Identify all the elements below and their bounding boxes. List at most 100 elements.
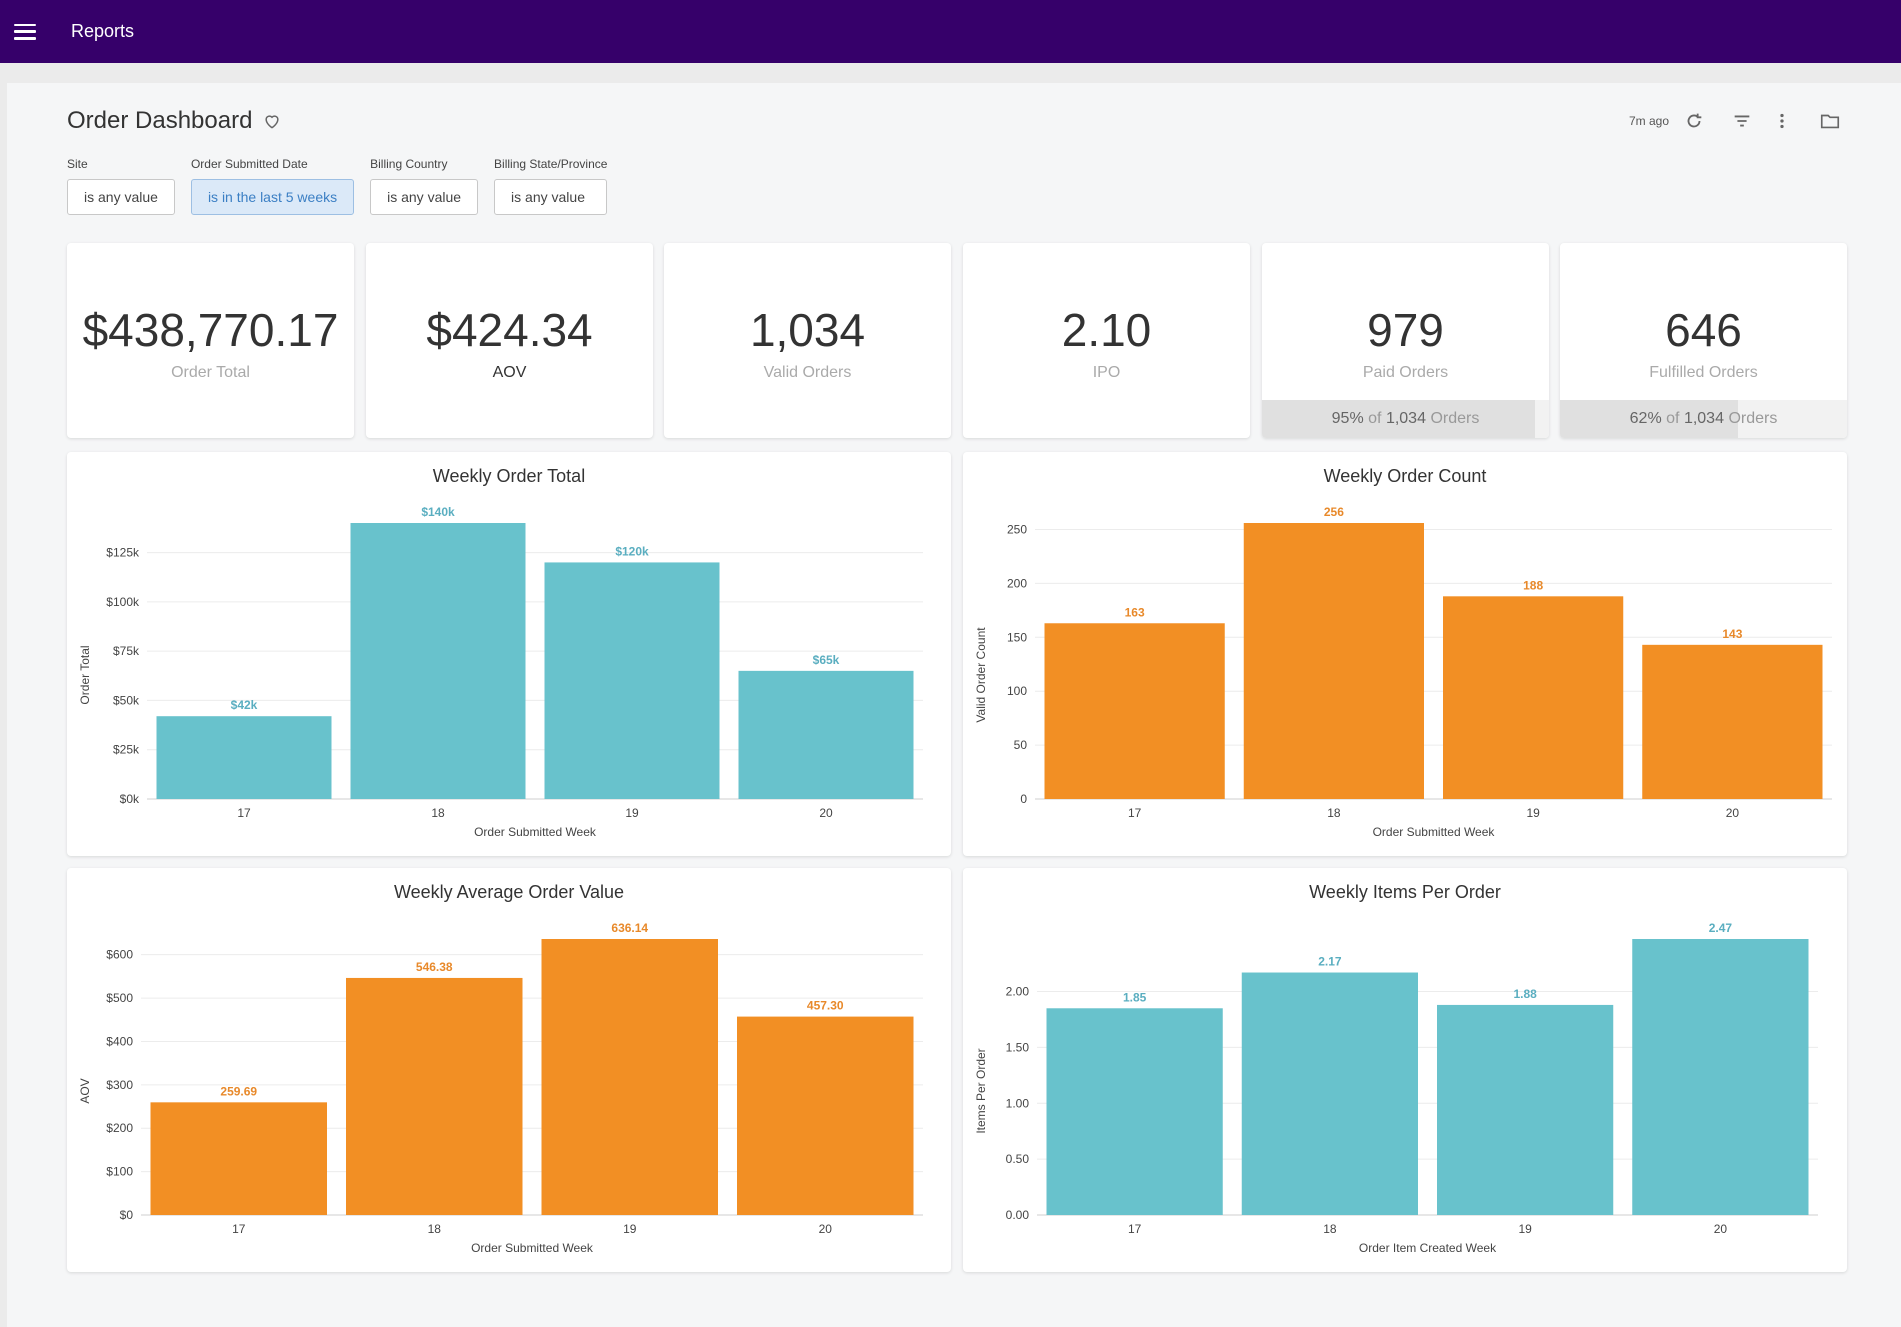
app-title: Reports xyxy=(71,21,135,41)
bar[interactable] xyxy=(1642,644,1823,799)
bar[interactable] xyxy=(541,939,719,1215)
data-label: 256 xyxy=(1324,505,1344,519)
filter-label: Billing Country xyxy=(370,157,448,171)
x-tick-label: 17 xyxy=(232,1222,246,1236)
kpi-ipo[interactable]: 2.10 IPO xyxy=(963,243,1250,438)
kpi-label: Order Total xyxy=(171,364,250,381)
x-tick-label: 17 xyxy=(1128,806,1142,820)
chart-weekly-order-count[interactable]: Weekly Order Count 0 50 100 150 200 250 163 17 2… xyxy=(963,452,1847,856)
bar[interactable] xyxy=(737,1016,914,1215)
last-updated-text: 7m ago xyxy=(1628,114,1669,128)
filter-label: Order Submitted Date xyxy=(190,157,308,171)
filter-site-button[interactable]: is any value xyxy=(67,179,175,215)
y-tick-label: 200 xyxy=(1007,576,1027,590)
bar[interactable] xyxy=(350,523,526,799)
top-app-bar: Reports xyxy=(0,0,1901,63)
chart-weekly-items-per-order[interactable]: Weekly Items Per Order 0.00 0.50 1.00 1.50 2… xyxy=(963,868,1847,1272)
filter-icon[interactable] xyxy=(1731,110,1753,132)
data-label: 457.30 xyxy=(807,999,844,1013)
chart-weekly-order-total[interactable]: Weekly Order Total $0k $25k $50k $75k $100k $… xyxy=(67,452,951,856)
y-tick-label: 250 xyxy=(1007,522,1027,536)
y-axis-label: AOV xyxy=(78,1078,92,1103)
y-tick-label: $500 xyxy=(106,991,133,1005)
bar[interactable] xyxy=(1632,939,1809,1215)
kpi-order-total[interactable]: $438,770.17 Order Total xyxy=(67,243,354,438)
filter-billing-country: Billing Country is any value xyxy=(370,157,479,215)
data-label: 1.85 xyxy=(1123,990,1147,1004)
data-label: $65k xyxy=(813,653,840,667)
kpi-comparison-total: 1,034 xyxy=(1683,410,1724,427)
kpi-paid-orders[interactable]: 979 Paid Orders 95% of 1,034 Orders xyxy=(1262,243,1549,438)
x-tick-label: 18 xyxy=(428,1222,442,1236)
chart-title: Weekly Items Per Order xyxy=(1309,882,1501,902)
kpi-aov[interactable]: $424.34 AOV xyxy=(366,243,653,438)
x-tick-label: 20 xyxy=(1726,806,1740,820)
x-tick-label: 20 xyxy=(819,1222,833,1236)
favorite-heart-icon[interactable] xyxy=(262,111,282,131)
data-label: $140k xyxy=(421,505,455,519)
chart-weekly-aov[interactable]: Weekly Average Order Value $0 $100 $200 $30… xyxy=(67,868,951,1272)
y-axis-label: Valid Order Count xyxy=(974,627,988,723)
y-axis-label: Order Total xyxy=(78,645,92,704)
x-tick-label: 18 xyxy=(431,806,445,820)
chart-title: Weekly Order Count xyxy=(1323,466,1487,486)
bar[interactable] xyxy=(150,1102,328,1215)
kpi-label: Paid Orders xyxy=(1362,364,1449,381)
x-tick-label: 18 xyxy=(1323,1222,1337,1236)
bar[interactable] xyxy=(1243,523,1424,799)
kpi-value: $438,770.17 xyxy=(82,304,339,356)
bar-chart: $0 $100 $200 $300 $400 $500 $600 259.69 17 546.38… xyxy=(78,921,923,1255)
page-title: Order Dashboard xyxy=(67,107,253,134)
filter-billing-state-button[interactable]: is any value xyxy=(494,179,608,215)
kpi-comparison-bar: 62% of 1,034 Orders xyxy=(1560,400,1847,438)
data-label: 2.17 xyxy=(1318,955,1342,969)
more-vertical-icon[interactable] xyxy=(1771,110,1793,132)
bar[interactable] xyxy=(1044,623,1225,799)
kpi-comparison-of: of xyxy=(1666,410,1680,427)
bar[interactable] xyxy=(1241,972,1418,1215)
y-tick-label: $100 xyxy=(106,1165,133,1179)
y-tick-label: $400 xyxy=(106,1034,133,1048)
bar[interactable] xyxy=(1443,596,1624,799)
refresh-icon[interactable] xyxy=(1683,110,1705,132)
y-tick-label: $300 xyxy=(106,1078,133,1092)
folder-icon[interactable] xyxy=(1819,110,1841,132)
kpi-valid-orders[interactable]: 1,034 Valid Orders xyxy=(664,243,951,438)
kpi-value: 979 xyxy=(1367,304,1444,356)
x-tick-label: 19 xyxy=(625,806,639,820)
x-axis-label: Order Submitted Week xyxy=(474,825,597,839)
kpi-comparison-percent: 62% xyxy=(1629,410,1662,427)
kpi-progress-fill xyxy=(1262,400,1535,438)
chart-title: Weekly Average Order Value xyxy=(393,882,625,902)
bar[interactable] xyxy=(544,562,720,799)
bar[interactable] xyxy=(346,977,523,1215)
x-axis-label: Order Item Created Week xyxy=(1359,1241,1497,1255)
y-tick-label: $0k xyxy=(120,792,140,806)
kpi-value: $424.34 xyxy=(426,304,593,356)
filter-order-date-button[interactable]: is in the last 5 weeks xyxy=(190,179,355,215)
y-tick-label: $50k xyxy=(113,693,140,707)
bar[interactable] xyxy=(738,670,914,799)
y-tick-label: 1.00 xyxy=(1006,1096,1030,1110)
x-tick-label: 20 xyxy=(1714,1222,1728,1236)
x-tick-label: 19 xyxy=(1526,806,1540,820)
filter-bar: Site is any value Order Submitted Date i… xyxy=(67,157,608,215)
filter-order-submitted-date: Order Submitted Date is in the last 5 we… xyxy=(190,157,355,215)
dashboard-toolbar: 7m ago xyxy=(1629,110,1841,132)
data-label: 546.38 xyxy=(416,960,453,974)
filter-label: Billing State/Province xyxy=(494,157,608,171)
chart-title: Weekly Order Total xyxy=(432,466,586,486)
y-tick-label: $100k xyxy=(106,595,140,609)
menu-icon[interactable] xyxy=(14,23,36,40)
bar[interactable] xyxy=(1046,1008,1223,1215)
kpi-label: Valid Orders xyxy=(763,364,852,381)
data-label: $120k xyxy=(615,544,649,558)
bar[interactable] xyxy=(1437,1004,1614,1215)
y-tick-label: $75k xyxy=(113,644,140,658)
kpi-value: 646 xyxy=(1665,304,1742,356)
bar[interactable] xyxy=(156,716,332,799)
filter-billing-country-button[interactable]: is any value xyxy=(370,179,479,215)
kpi-fulfilled-orders[interactable]: 646 Fulfilled Orders 62% of 1,034 Orders xyxy=(1560,243,1847,438)
data-label: 143 xyxy=(1722,627,1742,641)
data-label: 259.69 xyxy=(220,1084,257,1098)
